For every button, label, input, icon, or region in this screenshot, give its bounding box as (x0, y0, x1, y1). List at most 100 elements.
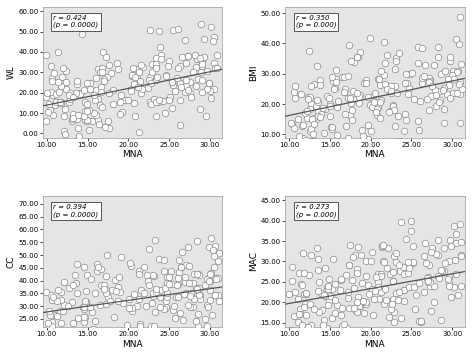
Point (299, 250, 307, 255)
Point (204, 68, 211, 73)
Point (372, 109, 380, 115)
Point (346, 262, 353, 268)
Point (434, 44, 442, 49)
Point (160, 268, 167, 274)
Point (57, 100, 65, 105)
Point (89, 327, 96, 332)
Y-axis label: BMI: BMI (249, 64, 258, 81)
Point (432, 251, 440, 257)
Point (87, 333, 94, 339)
Point (314, 267, 321, 272)
Point (162, 73, 170, 79)
Point (293, 146, 301, 151)
Point (425, 79, 433, 84)
Point (438, 267, 445, 273)
Point (194, 354, 202, 355)
Point (310, 81, 318, 87)
Point (127, 263, 134, 269)
Point (418, 80, 426, 86)
Point (154, 75, 161, 80)
Point (68, 299, 76, 305)
Point (374, 285, 381, 290)
Point (400, 287, 408, 293)
Point (207, 271, 215, 276)
Point (333, 302, 341, 308)
Point (291, 289, 299, 294)
Point (352, 253, 359, 258)
Point (192, 83, 200, 89)
Point (392, 59, 400, 64)
Point (101, 328, 109, 333)
Point (198, 89, 206, 94)
Point (446, 258, 453, 263)
Point (139, 64, 147, 70)
Point (449, 69, 457, 74)
Point (110, 314, 118, 320)
Point (442, 68, 449, 74)
Point (99, 49, 107, 55)
Point (145, 77, 152, 83)
Point (328, 286, 336, 291)
Point (385, 109, 393, 115)
Point (302, 312, 310, 317)
Point (458, 86, 466, 92)
Point (75, 133, 83, 139)
Point (427, 308, 435, 314)
Point (98, 65, 106, 71)
Point (184, 302, 191, 308)
Point (407, 72, 414, 77)
Point (362, 301, 370, 307)
Point (380, 72, 388, 78)
Point (287, 121, 295, 126)
Point (374, 271, 382, 276)
Point (453, 70, 461, 75)
Point (420, 253, 428, 258)
Point (98, 141, 106, 147)
Point (396, 138, 404, 144)
Point (365, 122, 372, 127)
Point (169, 82, 177, 88)
Point (205, 80, 212, 86)
Point (377, 289, 384, 295)
Point (70, 111, 77, 116)
Point (315, 112, 323, 118)
Point (306, 128, 314, 134)
Point (164, 63, 172, 69)
Point (55, 89, 63, 95)
Point (440, 86, 448, 91)
Point (78, 31, 86, 37)
Point (128, 308, 136, 314)
Point (86, 80, 94, 86)
Point (162, 305, 169, 311)
Point (192, 318, 200, 324)
Point (328, 315, 336, 320)
Point (312, 116, 319, 122)
Point (181, 279, 189, 285)
Point (394, 113, 402, 119)
Point (450, 223, 457, 229)
Point (378, 243, 385, 249)
Point (114, 284, 122, 290)
Point (152, 99, 159, 105)
Point (76, 91, 84, 96)
Point (44, 110, 52, 115)
Point (440, 120, 448, 126)
Point (155, 28, 163, 34)
Point (102, 273, 109, 279)
Point (69, 116, 76, 122)
Point (293, 143, 301, 148)
Point (48, 297, 56, 303)
Point (452, 231, 460, 237)
Point (414, 44, 422, 50)
Point (390, 269, 397, 275)
Point (82, 288, 90, 294)
Point (93, 268, 101, 274)
Point (57, 297, 64, 302)
Point (117, 255, 125, 260)
Point (56, 308, 64, 314)
Point (213, 275, 221, 281)
Point (416, 318, 423, 324)
Point (168, 281, 175, 287)
Point (128, 305, 136, 311)
Point (310, 138, 318, 143)
